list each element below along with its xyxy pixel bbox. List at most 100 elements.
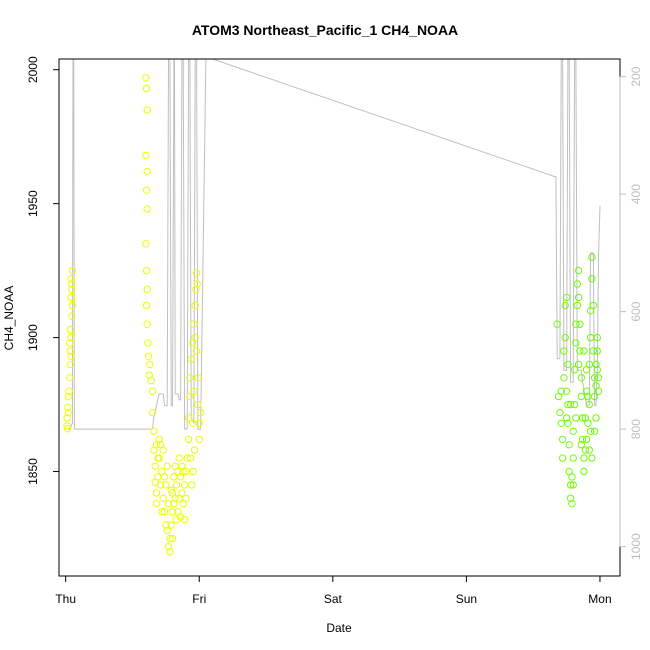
data-point [66,347,75,355]
data-point [192,269,201,277]
data-point [152,500,161,508]
data-point [578,435,587,444]
data-point [190,320,198,328]
data-point [569,454,577,462]
data-point [568,500,576,508]
data-point [577,392,585,401]
data-point [67,293,75,302]
data-point [189,467,197,476]
data-point [195,419,204,427]
data-point [180,516,189,524]
data-point [581,446,589,454]
data-point [580,454,588,462]
y-axis-title: CH4_NOAA [2,286,16,351]
x-axis-title: Date [326,621,352,635]
plot-frame [58,58,621,577]
data-point [569,481,577,489]
data-point [148,408,157,417]
data-point [166,534,174,543]
data-point [585,446,593,454]
data-point [152,441,161,449]
data-point [590,427,599,435]
data-point [570,400,579,409]
y-tick-label: 1850 [26,458,40,485]
data-point [573,280,581,288]
data-point [151,462,159,470]
data-point [63,414,71,422]
data-point [144,339,152,347]
data-point [191,333,199,342]
data-point [586,333,595,342]
data-point [68,266,77,275]
data-point [142,266,151,275]
data-point [573,301,581,310]
data-point [580,467,588,476]
data-point [146,360,154,369]
data-point [66,339,74,347]
data-point [150,427,158,435]
data-point [144,352,153,360]
data-point [558,435,567,444]
data-point [179,467,187,476]
data-point [184,414,193,422]
data-point [589,347,597,355]
data-point [577,374,585,382]
data-point [184,435,193,444]
data-point [182,494,190,502]
data-point [65,387,73,395]
data-point [167,486,175,494]
data-point [594,374,603,382]
data-point [159,494,167,502]
data-point [588,275,596,283]
data-point [66,374,74,382]
y-tick-label: 2000 [26,56,40,83]
data-point [553,320,561,328]
data-point [66,360,75,369]
data-point [194,400,202,409]
data-point [182,467,190,476]
data-point [566,494,575,502]
data-point [582,387,591,395]
data-point [142,301,151,310]
data-point [68,301,77,310]
data-point [152,489,161,497]
data-point [564,419,572,427]
data-point [175,454,183,462]
data-point [67,333,75,342]
data-point [586,427,595,435]
right-tick-label: 600 [629,301,643,321]
x-tick-label: Sat [324,592,343,606]
data-point [68,312,76,320]
data-point [187,355,195,363]
data-point [562,387,571,395]
data-point [68,285,76,294]
data-point [147,376,155,385]
data-point [572,339,580,347]
data-point [68,280,76,288]
data-point [196,408,205,417]
data-point [572,414,580,422]
data-point [594,387,603,395]
data-point [142,151,150,160]
data-point [190,446,199,454]
y-tick-label: 1950 [26,190,40,217]
data-point [168,508,177,516]
data-point [588,454,596,462]
data-point [162,521,170,529]
data-point [156,441,165,449]
x-tick-label: Fri [192,592,206,606]
data-point [193,280,201,288]
data-point [557,419,565,427]
x-tick-label: Sun [456,592,477,606]
data-point [67,352,75,360]
data-point [590,374,599,382]
data-point [142,84,151,93]
data-point [162,481,170,489]
data-point [593,333,601,342]
data-point [562,293,571,302]
data-point [589,301,597,310]
data-point [191,301,199,310]
data-point [176,513,185,521]
data-point [585,400,593,409]
data-point [557,387,565,395]
